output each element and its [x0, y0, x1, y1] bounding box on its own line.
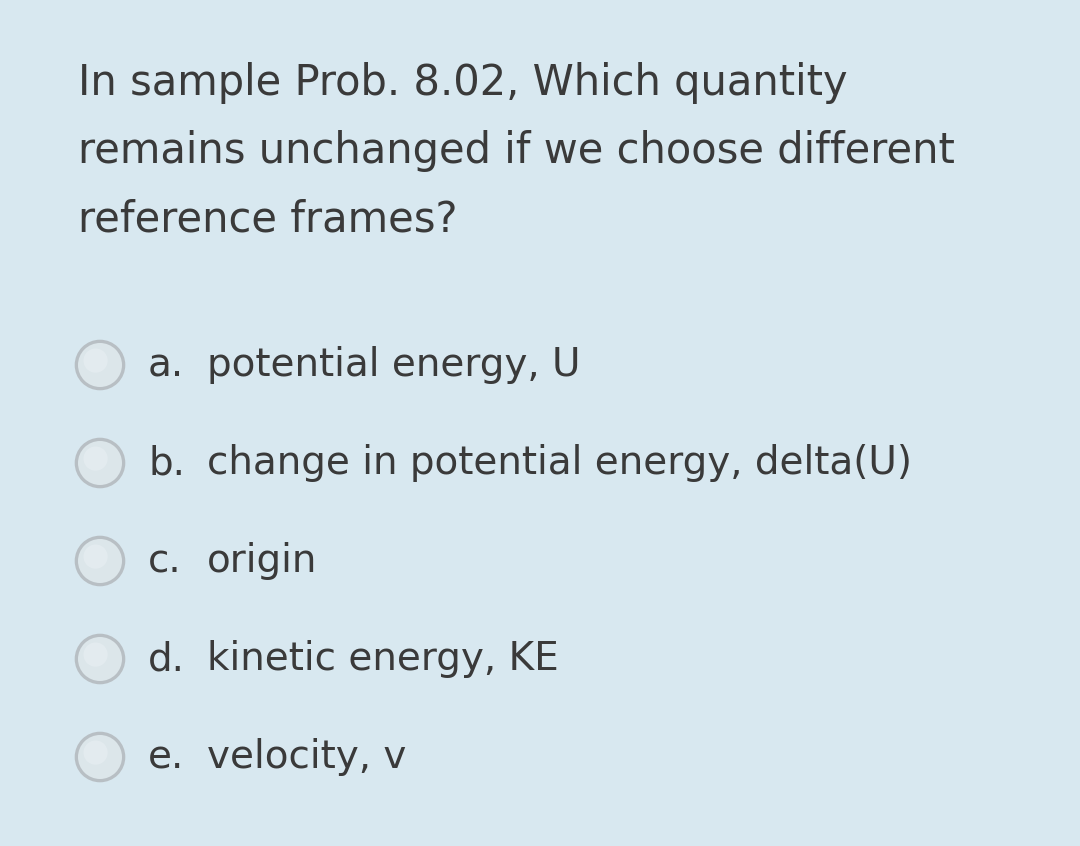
Circle shape [75, 634, 125, 684]
Circle shape [75, 536, 125, 586]
Text: a.: a. [148, 346, 185, 384]
Circle shape [78, 735, 122, 779]
Text: change in potential energy, delta(U): change in potential energy, delta(U) [207, 444, 912, 482]
Circle shape [83, 349, 108, 373]
Circle shape [75, 437, 125, 488]
Circle shape [83, 545, 108, 569]
Text: kinetic energy, KE: kinetic energy, KE [207, 640, 558, 678]
Text: remains unchanged if we choose different: remains unchanged if we choose different [78, 130, 955, 172]
Circle shape [83, 740, 108, 765]
Text: reference frames?: reference frames? [78, 198, 458, 240]
Text: b.: b. [148, 444, 185, 482]
Circle shape [78, 637, 122, 681]
Text: d.: d. [148, 640, 185, 678]
Circle shape [75, 732, 125, 783]
Circle shape [83, 447, 108, 470]
Text: In sample Prob. 8.02, Which quantity: In sample Prob. 8.02, Which quantity [78, 62, 848, 104]
Circle shape [75, 340, 125, 390]
Circle shape [83, 642, 108, 667]
Text: origin: origin [207, 542, 318, 580]
Text: potential energy, U: potential energy, U [207, 346, 581, 384]
Text: velocity, v: velocity, v [207, 738, 406, 776]
Circle shape [78, 539, 122, 583]
Circle shape [78, 343, 122, 387]
Text: e.: e. [148, 738, 185, 776]
Circle shape [78, 441, 122, 485]
Text: c.: c. [148, 542, 181, 580]
